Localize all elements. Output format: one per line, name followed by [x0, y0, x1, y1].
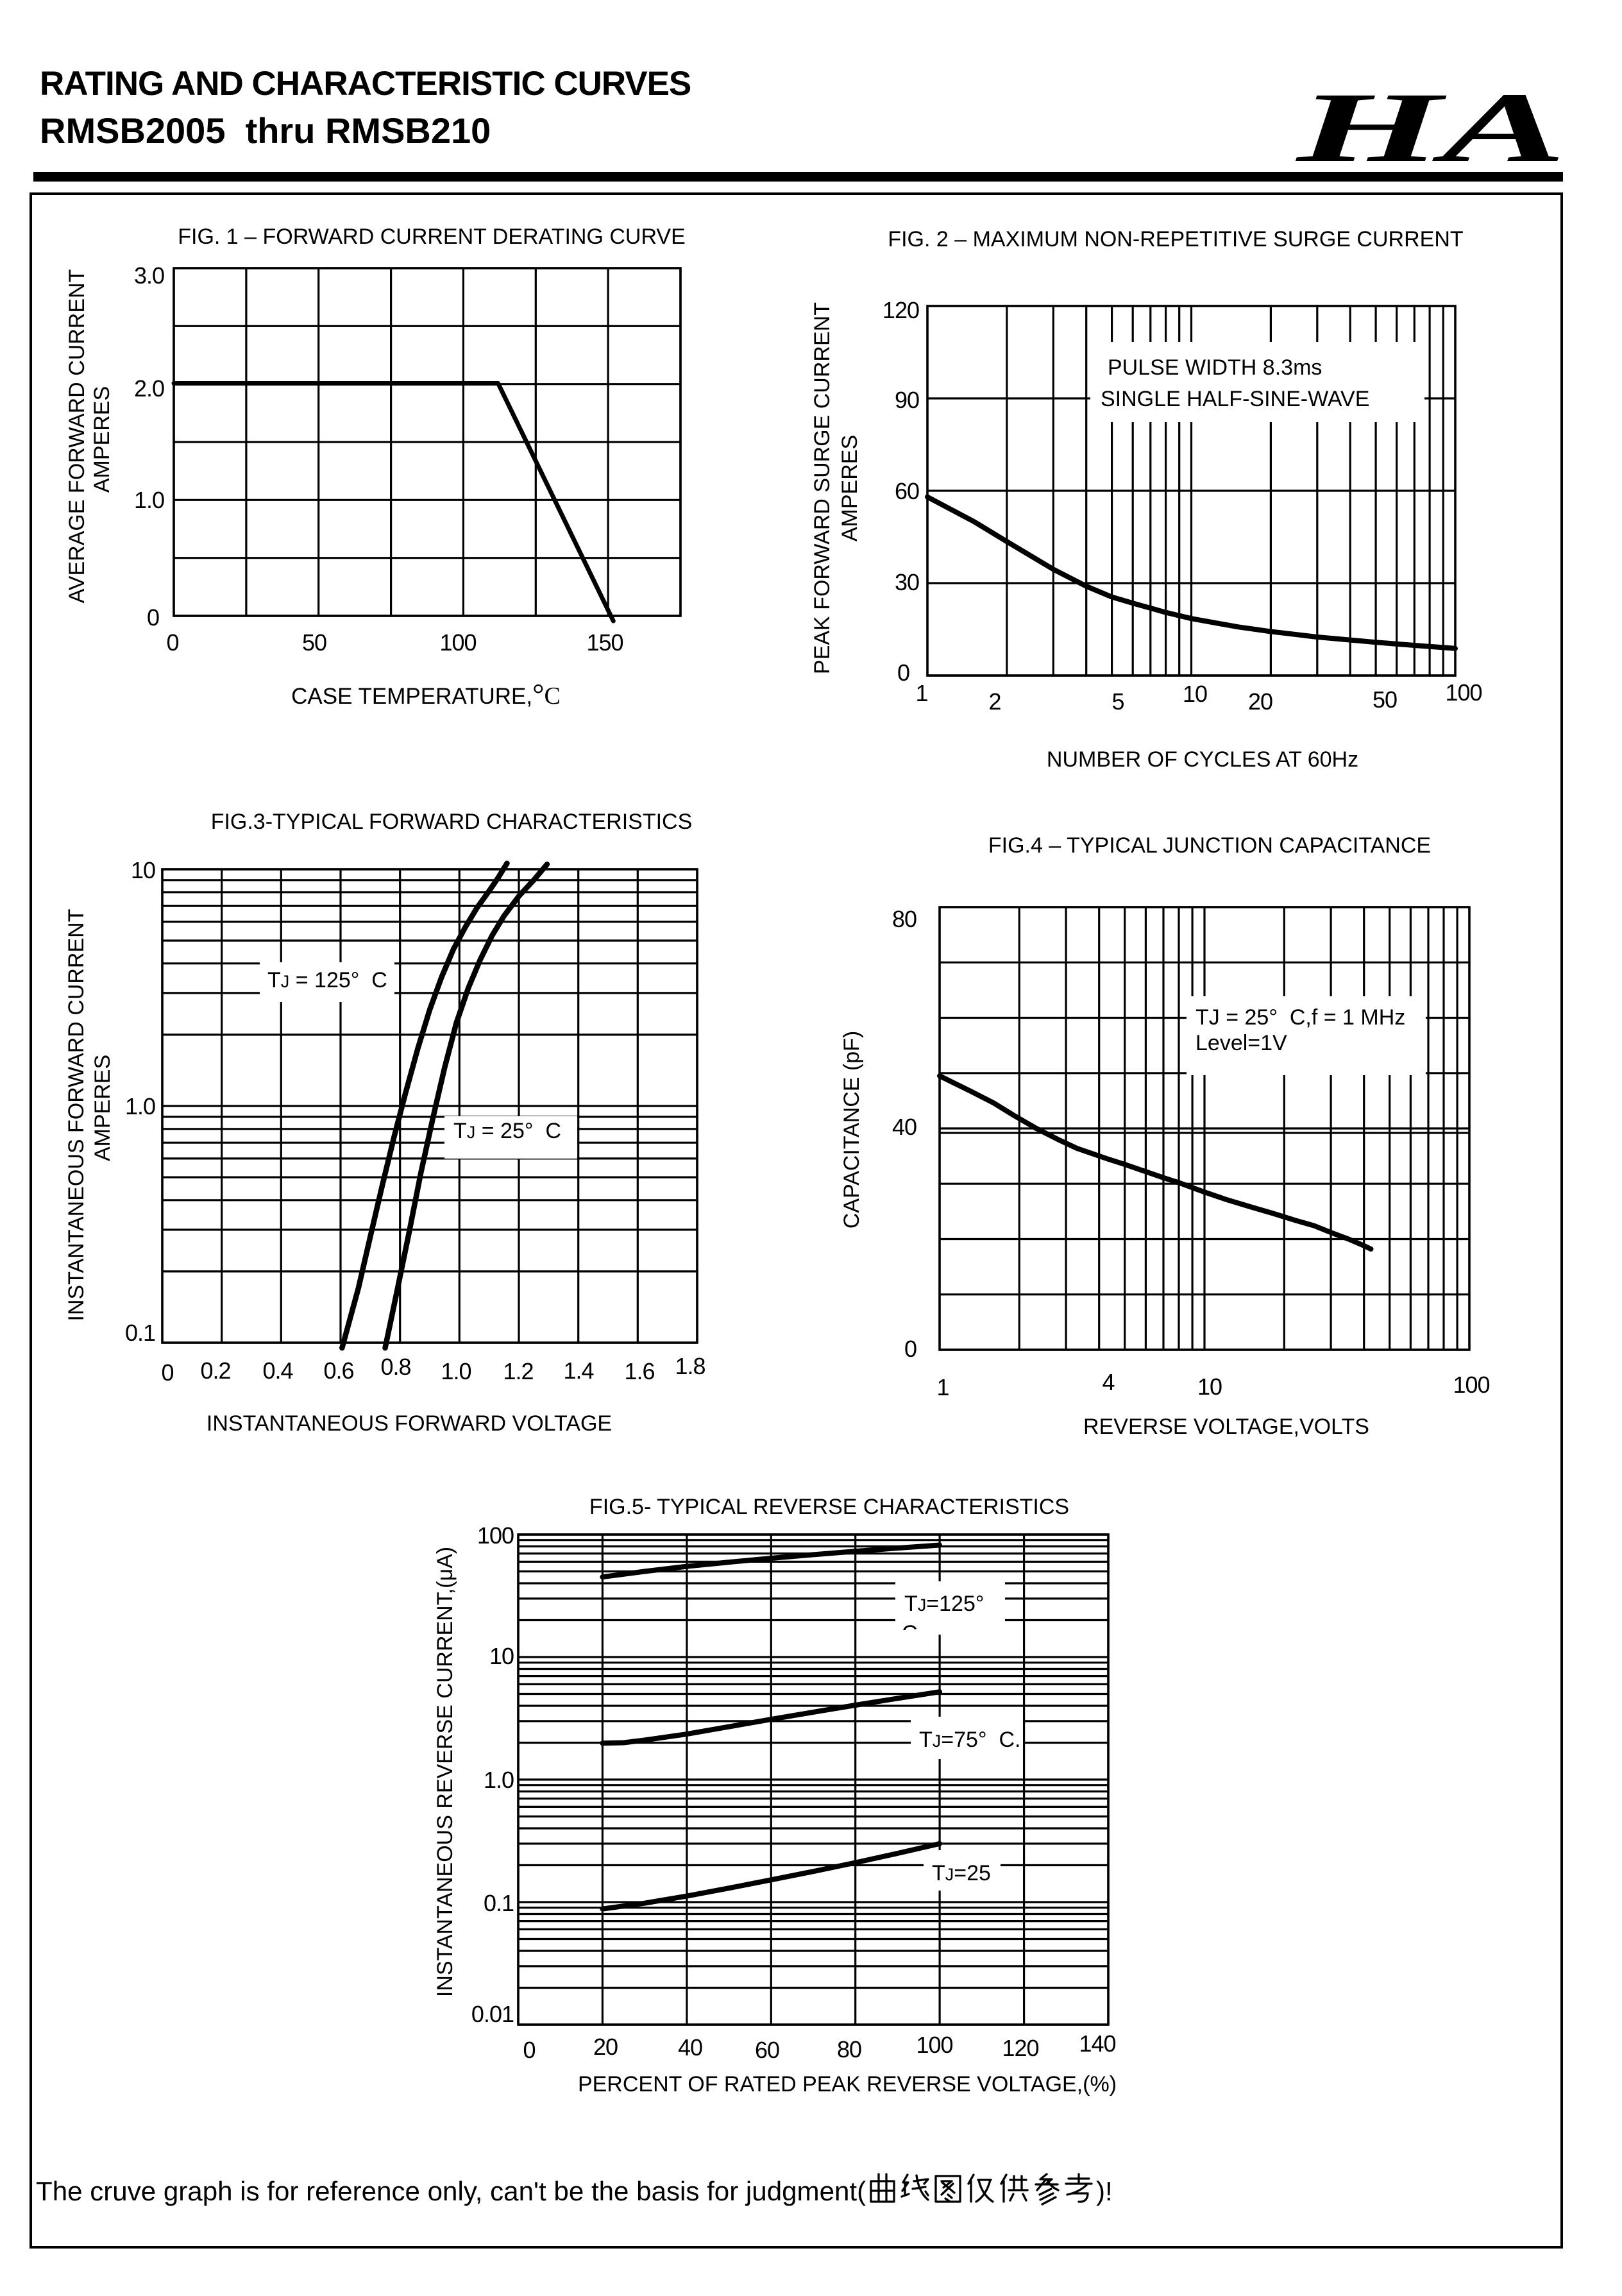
svg-text:20: 20 — [593, 2034, 618, 2060]
svg-text:PERCENT OF RATED PEAK REVERSE: PERCENT OF RATED PEAK REVERSE VOLTAGE,(%… — [578, 2072, 1117, 2096]
svg-text:0: 0 — [523, 2037, 535, 2063]
svg-text:50: 50 — [1373, 686, 1397, 713]
svg-text:0: 0 — [161, 1359, 173, 1386]
svg-text:90: 90 — [895, 387, 919, 413]
svg-text:10: 10 — [1183, 681, 1207, 707]
svg-text:40: 40 — [678, 2034, 702, 2061]
svg-text:1: 1 — [936, 1374, 949, 1400]
svg-text:0.6: 0.6 — [323, 1357, 353, 1384]
svg-text:10: 10 — [489, 1643, 514, 1669]
svg-text:120: 120 — [883, 297, 919, 323]
svg-text:60: 60 — [895, 478, 919, 504]
svg-text:100: 100 — [1445, 679, 1482, 706]
svg-text:TJ = 125° C: TJ = 125° C — [267, 968, 387, 992]
svg-text:The cruve graph is for referen: The cruve graph is for reference only, c… — [36, 2176, 866, 2206]
svg-text:0: 0 — [897, 659, 909, 686]
svg-text:REVERSE VOLTAGE,VOLTS: REVERSE VOLTAGE,VOLTS — [1083, 1415, 1369, 1439]
svg-text:FIG. 2 – MAXIMUM NON-REPETITIV: FIG. 2 – MAXIMUM NON-REPETITIVE SURGE CU… — [888, 227, 1463, 251]
svg-text:140: 140 — [1079, 2030, 1115, 2057]
svg-text:1.2: 1.2 — [503, 1358, 533, 1384]
svg-text:100: 100 — [477, 1522, 514, 1549]
svg-text:2.0: 2.0 — [134, 375, 164, 402]
svg-text:SINGLE HALF-SINE-WAVE: SINGLE HALF-SINE-WAVE — [1101, 387, 1369, 411]
svg-text:FIG.5- TYPICAL REVERSE CHARACT: FIG.5- TYPICAL REVERSE CHARACTERISTICS — [589, 1495, 1069, 1519]
svg-text:10: 10 — [1197, 1373, 1222, 1400]
svg-text:1.0: 1.0 — [484, 1767, 514, 1793]
svg-text:100: 100 — [916, 2032, 952, 2058]
svg-text:1.6: 1.6 — [624, 1358, 654, 1384]
svg-text:RMSB2005 thru RMSB210: RMSB2005 thru RMSB210 — [40, 110, 491, 151]
svg-text:30: 30 — [895, 569, 919, 595]
svg-text:80: 80 — [837, 2036, 861, 2062]
svg-text:0.4: 0.4 — [262, 1357, 292, 1384]
svg-text:NUMBER OF CYCLES AT 60Hz: NUMBER OF CYCLES AT 60Hz — [1047, 747, 1358, 772]
svg-text:0: 0 — [147, 604, 159, 631]
svg-text:HA: HA — [1294, 72, 1566, 183]
svg-text:0.1: 0.1 — [484, 1890, 514, 1916]
svg-text:0.01: 0.01 — [471, 2001, 514, 2027]
svg-text:INSTANTANEOUS FORWARD VOLTAGE: INSTANTANEOUS FORWARD VOLTAGE — [207, 1411, 612, 1436]
svg-text:FIG. 1 – FORWARD CURRENT DERAT: FIG. 1 – FORWARD CURRENT DERATING CURVE — [178, 225, 686, 249]
svg-text:AMPERES: AMPERES — [90, 1055, 115, 1161]
svg-text:FIG.4 – TYPICAL JUNCTION CAPAC: FIG.4 – TYPICAL JUNCTION CAPACITANCE — [988, 833, 1431, 858]
svg-text:FIG.3-TYPICAL FORWARD CHARACTE: FIG.3-TYPICAL FORWARD CHARACTERISTICS — [211, 810, 693, 834]
svg-text:TJ = 25° C,f = 1 MHz: TJ = 25° C,f = 1 MHz — [1195, 1005, 1405, 1030]
svg-text:INSTANTANEOUS REVERSE CURRENT,: INSTANTANEOUS REVERSE CURRENT,(μA) — [433, 1547, 457, 1997]
svg-text:PULSE WIDTH 8.3ms: PULSE WIDTH 8.3ms — [1108, 355, 1322, 380]
svg-text:10: 10 — [131, 857, 155, 883]
svg-text:100: 100 — [439, 629, 476, 656]
svg-text:1.4: 1.4 — [563, 1357, 593, 1384]
svg-text:TJ=125°: TJ=125° — [904, 1592, 984, 1616]
svg-text:4: 4 — [1102, 1369, 1114, 1395]
svg-text:100: 100 — [1453, 1372, 1489, 1398]
svg-text:150: 150 — [586, 629, 623, 656]
svg-text:40: 40 — [892, 1114, 917, 1140]
svg-text:1.8: 1.8 — [675, 1353, 705, 1379]
svg-text:RATING AND CHARACTERISTIC CURV: RATING AND CHARACTERISTIC CURVES — [40, 65, 691, 103]
svg-text:1.0: 1.0 — [134, 487, 164, 513]
svg-text:5: 5 — [1111, 688, 1124, 715]
svg-text:TJ = 25° C: TJ = 25° C — [453, 1119, 561, 1143]
svg-text:TJ=25: TJ=25 — [932, 1861, 991, 1885]
svg-text:AVERAGE FORWARD CURRENT: AVERAGE FORWARD CURRENT — [65, 269, 89, 604]
svg-text:1.0: 1.0 — [125, 1093, 155, 1119]
svg-text:1.0: 1.0 — [441, 1358, 471, 1384]
svg-text:C: C — [902, 1621, 918, 1645]
svg-text:INSTANTANEOUS FORWARD CURRENT: INSTANTANEOUS FORWARD CURRENT — [64, 909, 89, 1322]
svg-text:80: 80 — [892, 906, 917, 932]
svg-text:0: 0 — [166, 629, 178, 656]
svg-text:0: 0 — [904, 1336, 917, 1362]
svg-text:0.2: 0.2 — [200, 1357, 230, 1384]
svg-text:AMPERES: AMPERES — [90, 386, 114, 493]
svg-text:TJ=75° C.: TJ=75° C. — [919, 1728, 1020, 1752]
svg-text:2: 2 — [988, 688, 1001, 715]
svg-text:0.1: 0.1 — [125, 1320, 155, 1346]
svg-text:120: 120 — [1002, 2035, 1038, 2061]
svg-text:)!: )! — [1096, 2176, 1113, 2206]
svg-text:20: 20 — [1248, 688, 1272, 715]
svg-text:PEAK FORWARD SURGE CURRENT: PEAK FORWARD SURGE CURRENT — [810, 302, 834, 674]
svg-text:CAPACITANCE (pF): CAPACITANCE (pF) — [840, 1031, 864, 1229]
svg-text:0.8: 0.8 — [380, 1354, 410, 1380]
svg-text:3.0: 3.0 — [134, 262, 164, 289]
svg-text:60: 60 — [755, 2037, 779, 2063]
svg-text:Level=1V: Level=1V — [1195, 1031, 1287, 1055]
svg-text:1: 1 — [915, 680, 927, 706]
svg-text:AMPERES: AMPERES — [838, 435, 862, 541]
svg-text:50: 50 — [302, 629, 326, 656]
